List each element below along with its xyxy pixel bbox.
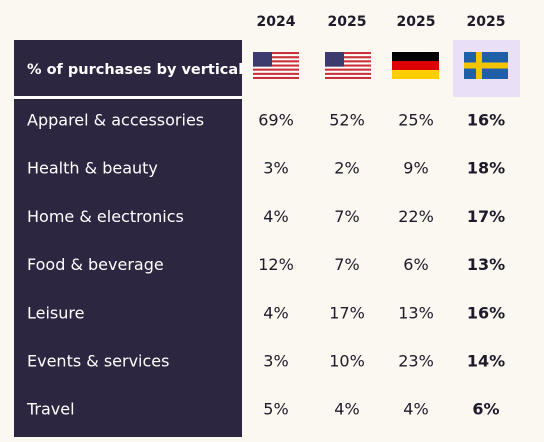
cell: 4%	[403, 400, 428, 419]
cell: 7%	[334, 255, 359, 274]
cell: 13%	[467, 255, 505, 274]
flag-us	[253, 52, 299, 79]
column-year: 2024	[257, 14, 296, 30]
cell: 13%	[398, 303, 434, 322]
cell: 7%	[334, 207, 359, 226]
header-label: % of purchases by vertical	[27, 62, 243, 78]
cell: 23%	[398, 352, 434, 371]
row-label: Leisure	[27, 303, 84, 322]
cell: 69%	[258, 111, 294, 130]
row-label: Food & beverage	[27, 255, 164, 274]
cell: 16%	[467, 303, 505, 322]
cell: 16%	[467, 111, 505, 130]
cell: 6%	[403, 255, 428, 274]
cell: 4%	[263, 303, 288, 322]
cell: 10%	[329, 352, 365, 371]
flag-se	[464, 52, 508, 79]
row-label: Travel	[26, 400, 75, 419]
header-separator	[14, 96, 242, 99]
column-year: 2025	[397, 14, 436, 30]
cell: 9%	[403, 159, 428, 178]
cell: 22%	[398, 207, 434, 226]
cell: 14%	[467, 352, 505, 371]
cell: 17%	[329, 303, 365, 322]
cell: 18%	[467, 159, 505, 178]
cell: 6%	[472, 400, 499, 419]
row-label: Events & services	[27, 352, 169, 371]
cell: 2%	[334, 159, 359, 178]
row-label: Health & beauty	[27, 159, 158, 178]
cell: 52%	[329, 111, 365, 130]
flag-de	[392, 52, 439, 79]
cell: 3%	[263, 352, 288, 371]
row-label: Home & electronics	[27, 207, 184, 226]
column-year: 2025	[467, 14, 506, 30]
column-year: 2025	[328, 14, 367, 30]
cell: 4%	[334, 400, 359, 419]
cell: 12%	[258, 255, 294, 274]
cell: 17%	[467, 207, 505, 226]
cell: 5%	[263, 400, 288, 419]
label-column	[14, 40, 242, 437]
row-label: Apparel & accessories	[27, 111, 204, 130]
flag-us	[325, 52, 371, 79]
cell: 4%	[263, 207, 288, 226]
cell: 25%	[398, 111, 434, 130]
cell: 3%	[263, 159, 288, 178]
